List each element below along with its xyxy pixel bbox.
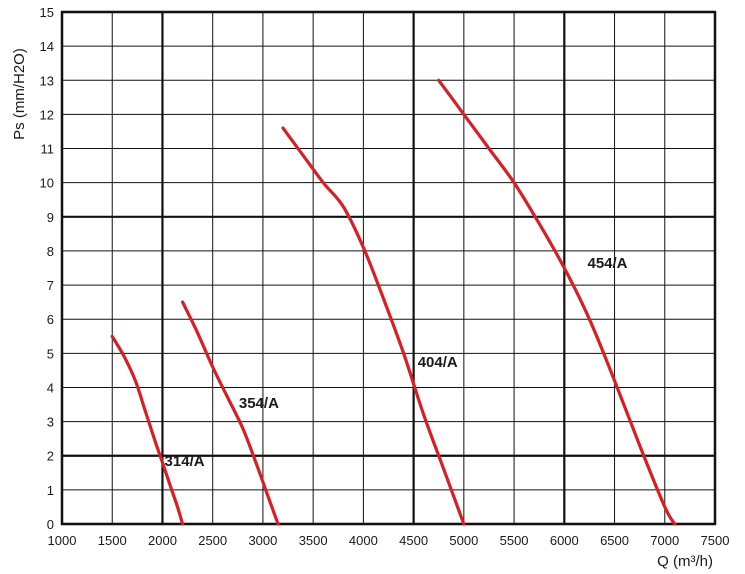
x-axis-label: Q (m³/h) [657, 553, 713, 570]
y-tick-label: 7 [47, 278, 54, 293]
y-tick-label: 1 [47, 483, 54, 498]
x-tick-label: 4500 [399, 533, 428, 548]
plot-border [60, 10, 717, 526]
x-tick-label: 2500 [198, 533, 227, 548]
x-tick-label: 5500 [500, 533, 529, 548]
y-tick-label: 3 [47, 415, 54, 430]
x-tick-label: 3000 [248, 533, 277, 548]
y-tick-label: 13 [40, 73, 54, 88]
x-tick-label: 6500 [600, 533, 629, 548]
y-tick-label: 4 [47, 380, 54, 395]
series-line-404-a [281, 126, 466, 526]
y-tick-label: 5 [47, 346, 54, 361]
series-group [110, 78, 677, 526]
y-tick-label: 9 [47, 210, 54, 225]
y-tick-label: 12 [40, 107, 54, 122]
x-tick-label: 1500 [98, 533, 127, 548]
y-axis-label: Ps (mm/H2O) [11, 48, 28, 140]
series-label: 454/A [587, 255, 627, 272]
x-tick-label: 3500 [299, 533, 328, 548]
series-label: 354/A [239, 395, 279, 412]
series-line-314-a [110, 334, 185, 526]
y-tick-label: 0 [47, 517, 54, 532]
plot-frame [60, 10, 717, 526]
y-tick-label: 2 [47, 449, 54, 464]
series-line-354-a [181, 300, 280, 526]
x-tick-labels: 1000 1500 2000 2500 3000 3500 4000 4500 5000 5500… [48, 533, 730, 548]
y-tick-label: 11 [41, 142, 55, 157]
series-line-454-a [437, 78, 677, 526]
x-tick-label: 1000 [48, 533, 77, 548]
x-tick-label: 4000 [349, 533, 378, 548]
y-tick-label: 14 [40, 39, 54, 54]
series-label: 404/A [418, 354, 458, 371]
y-tick-label: 8 [47, 244, 54, 259]
y-tick-label: 15 [40, 5, 54, 20]
y-tick-label: 10 [40, 176, 54, 191]
series-labels: 314/A 354/A 404/A 454/A [165, 255, 628, 470]
x-tick-label: 7000 [650, 533, 679, 548]
x-tick-label: 2000 [148, 533, 177, 548]
y-tick-label: 6 [47, 312, 54, 327]
x-tick-label: 5000 [449, 533, 478, 548]
series-label: 314/A [165, 453, 205, 470]
x-tick-label: 6000 [550, 533, 579, 548]
x-tick-label: 7500 [701, 533, 730, 548]
